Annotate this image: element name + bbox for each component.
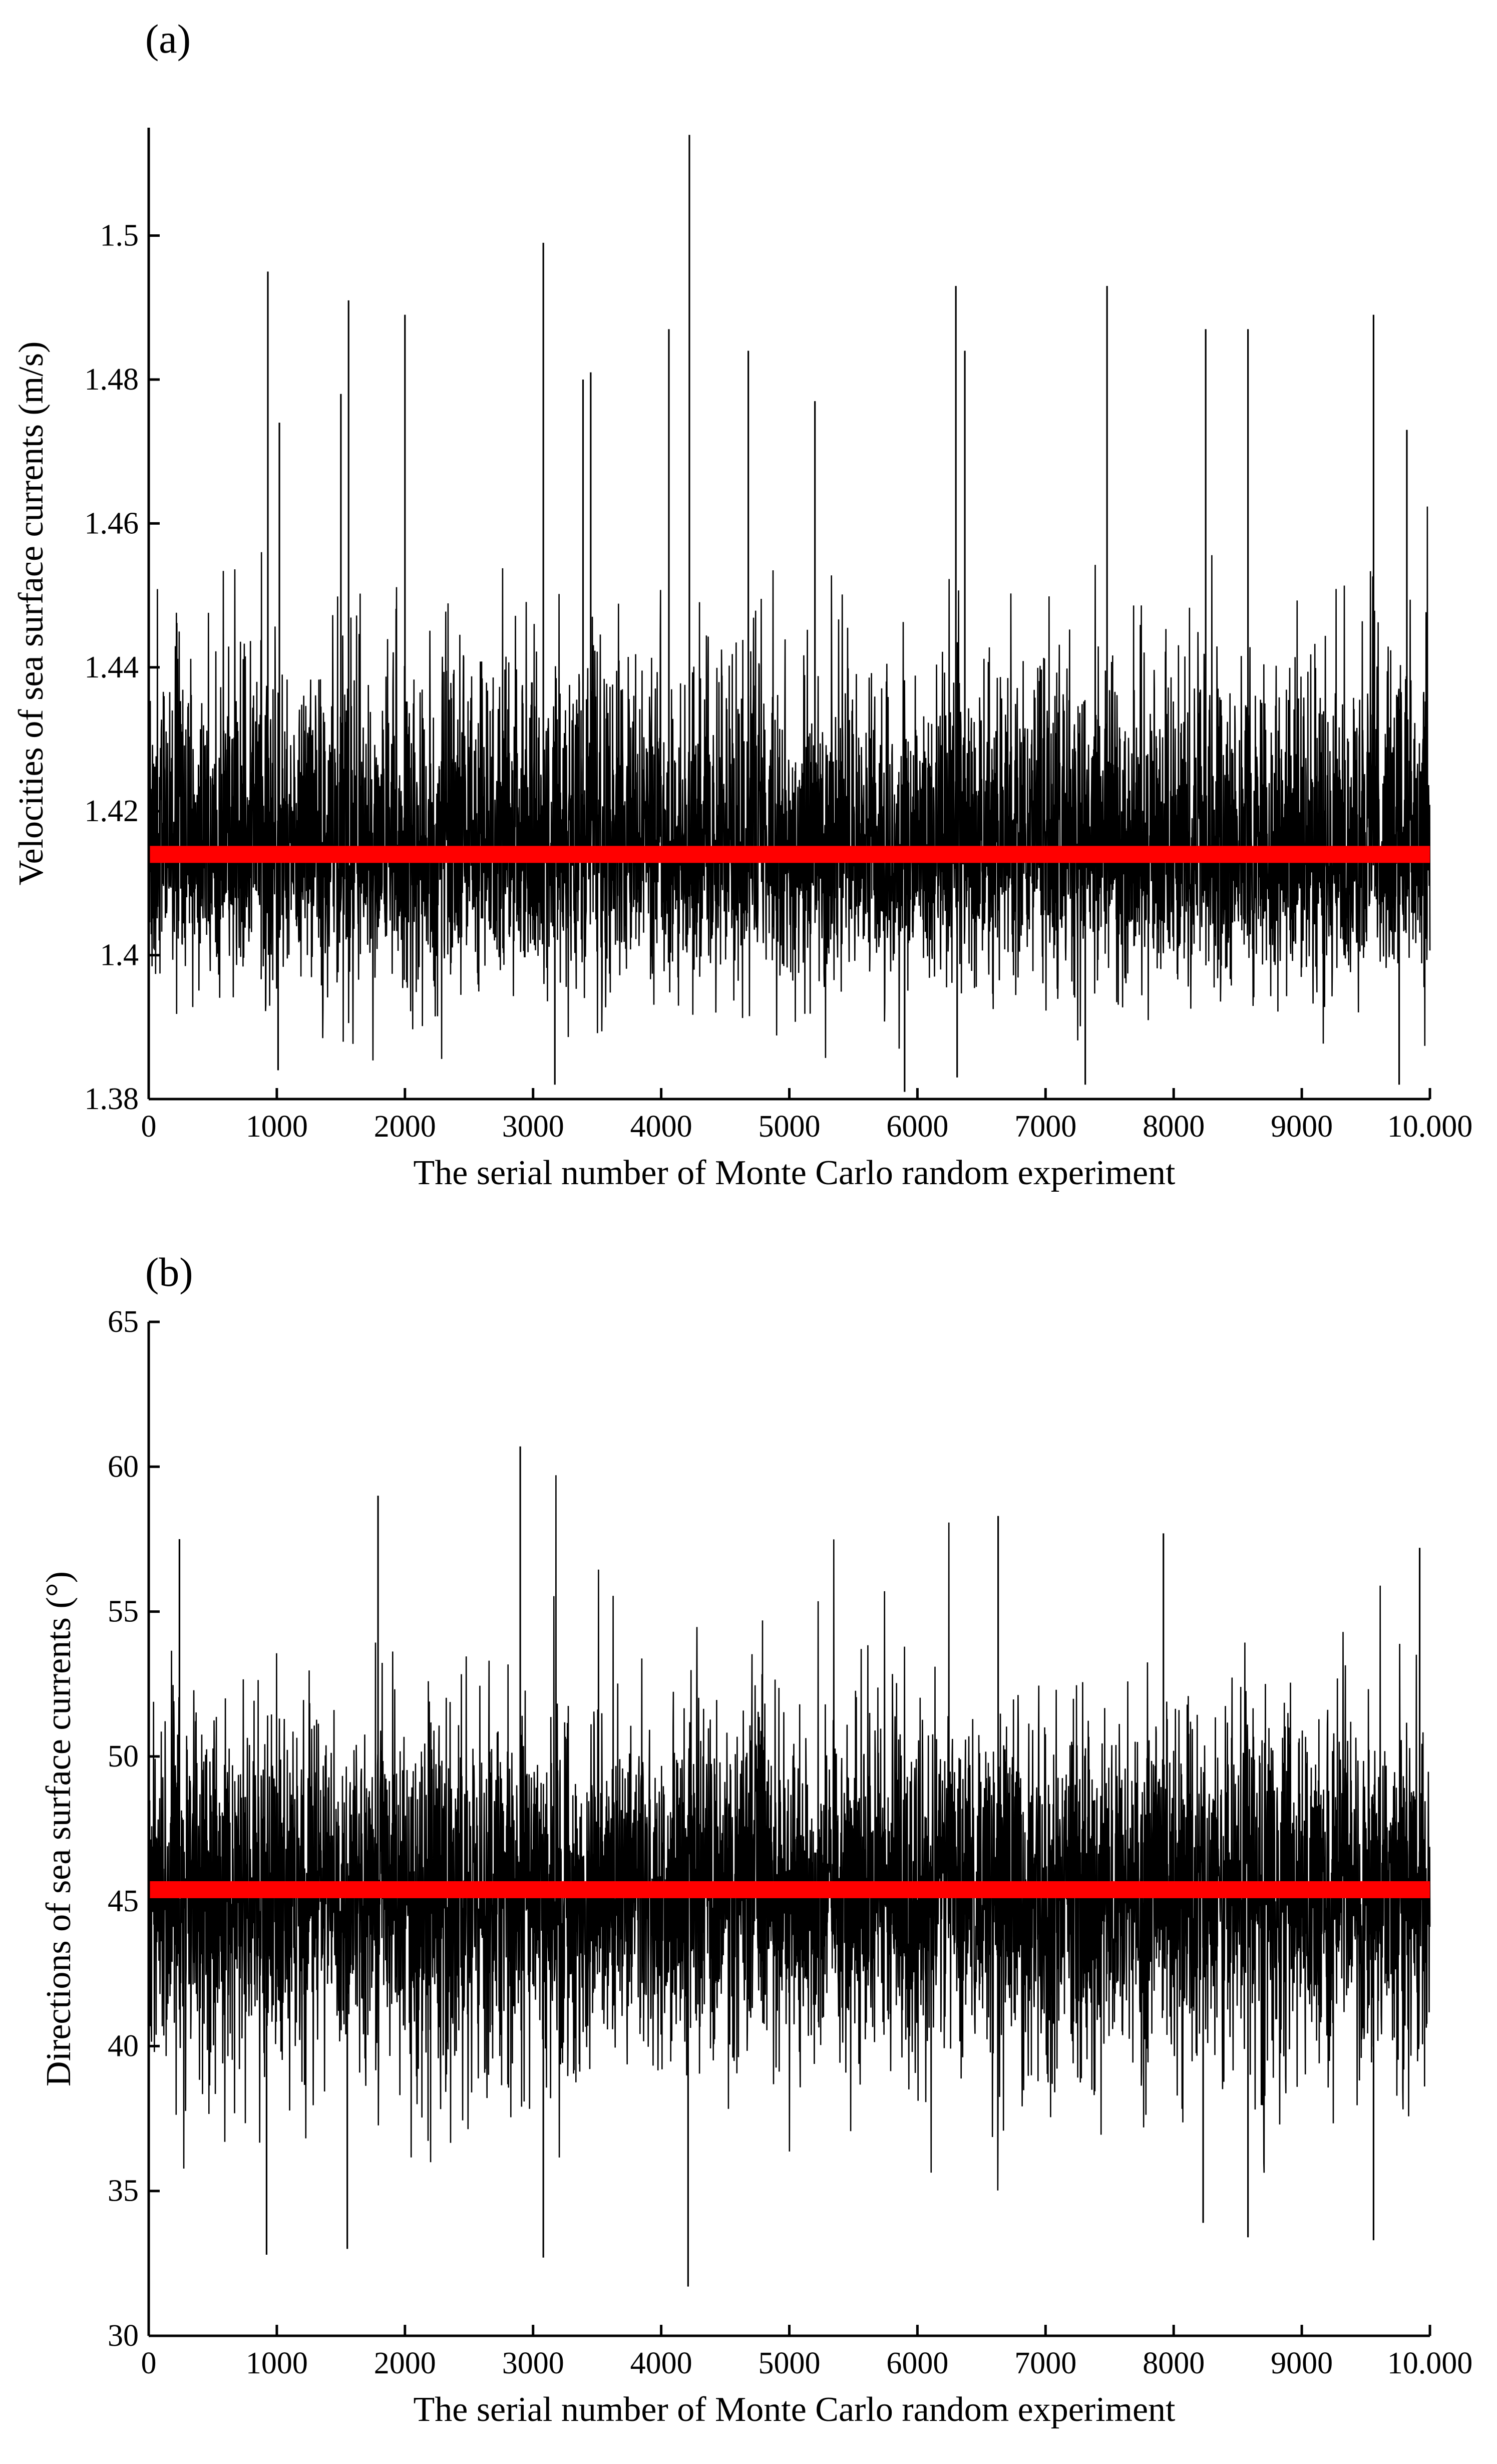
y-ticks-a: 1.38 1.4 1.42 1.44 1.46 1.48 1.5 — [85, 219, 160, 1116]
y-tick-label: 1.48 — [85, 363, 139, 397]
y-tick-label: 65 — [108, 1305, 139, 1339]
y-tick-label: 1.38 — [85, 1082, 139, 1116]
y-axis-title-a: Velocities of sea surface currents (m/s) — [12, 341, 51, 886]
x-tick-label: 3000 — [502, 2346, 564, 2380]
y-tick-label: 55 — [108, 1595, 139, 1629]
direction-noise-series — [148, 1475, 1431, 2191]
panel-label-b: (b) — [145, 1249, 193, 1295]
y-tick-label: 1.4 — [100, 938, 139, 972]
x-tick-label: 4000 — [630, 1110, 692, 1144]
noise-trace — [148, 506, 1431, 1061]
x-ticks-a: 0 1000 2000 3000 4000 5000 6000 7000 8000 9000 10.… — [141, 1088, 1473, 1144]
x-tick-label: 2000 — [374, 1110, 436, 1144]
x-tick-label: 6000 — [886, 2346, 948, 2380]
x-tick-label: 5000 — [759, 2346, 821, 2380]
panel-label-a: (a) — [145, 16, 191, 62]
x-tick-label: 4000 — [630, 2346, 692, 2380]
x-tick-label: 7000 — [1014, 1110, 1076, 1144]
y-ticks-b: 30 35 40 45 50 55 60 65 — [108, 1305, 160, 2353]
velocity-spikes — [267, 135, 1408, 1092]
x-tick-label: 8000 — [1143, 2346, 1205, 2380]
x-tick-label: 6000 — [886, 1110, 948, 1144]
velocity-noise-series — [148, 506, 1431, 1061]
x-tick-label: 2000 — [374, 2346, 436, 2380]
y-tick-label: 1.44 — [85, 650, 139, 684]
x-tick-label: 1000 — [246, 1110, 308, 1144]
x-tick-label: 1000 — [246, 2346, 308, 2380]
y-axis-title-b: Directions of sea surface currents (°) — [40, 1571, 78, 2086]
panel-b: (b) 0 1000 2000 3000 4000 5000 6000 7000 8000 900… — [40, 1249, 1472, 2429]
y-tick-label: 35 — [108, 2174, 139, 2208]
y-tick-label: 30 — [108, 2319, 139, 2353]
y-tick-label: 1.42 — [85, 794, 139, 828]
direction-spikes — [178, 1446, 1421, 2287]
x-tick-label: 10.000 — [1387, 2346, 1473, 2380]
y-tick-label: 60 — [108, 1450, 139, 1484]
x-ticks-b: 0 1000 2000 3000 4000 5000 6000 7000 8000 9000 10.… — [141, 2325, 1473, 2380]
x-axis-title-a: The serial number of Monte Carlo random … — [413, 1154, 1176, 1192]
x-tick-label: 8000 — [1143, 1110, 1205, 1144]
x-tick-label: 9000 — [1271, 1110, 1333, 1144]
y-tick-label: 1.46 — [85, 506, 139, 540]
x-tick-label: 10.000 — [1387, 1110, 1473, 1144]
y-tick-label: 45 — [108, 1884, 139, 1918]
noise-trace — [148, 1475, 1431, 2191]
y-tick-label: 40 — [108, 2029, 139, 2063]
panel-a: (a) 0 1000 2000 3000 4000 5000 6000 7000 8000 900… — [12, 16, 1472, 1192]
x-tick-label: 3000 — [502, 1110, 564, 1144]
y-tick-label: 1.5 — [100, 219, 139, 253]
x-tick-label: 9000 — [1271, 2346, 1333, 2380]
x-tick-label: 0 — [141, 1110, 157, 1144]
x-tick-label: 5000 — [759, 1110, 821, 1144]
x-tick-label: 7000 — [1014, 2346, 1076, 2380]
x-tick-label: 0 — [141, 2346, 157, 2380]
x-axis-title-b: The serial number of Monte Carlo random … — [413, 2390, 1176, 2429]
y-tick-label: 50 — [108, 1739, 139, 1774]
